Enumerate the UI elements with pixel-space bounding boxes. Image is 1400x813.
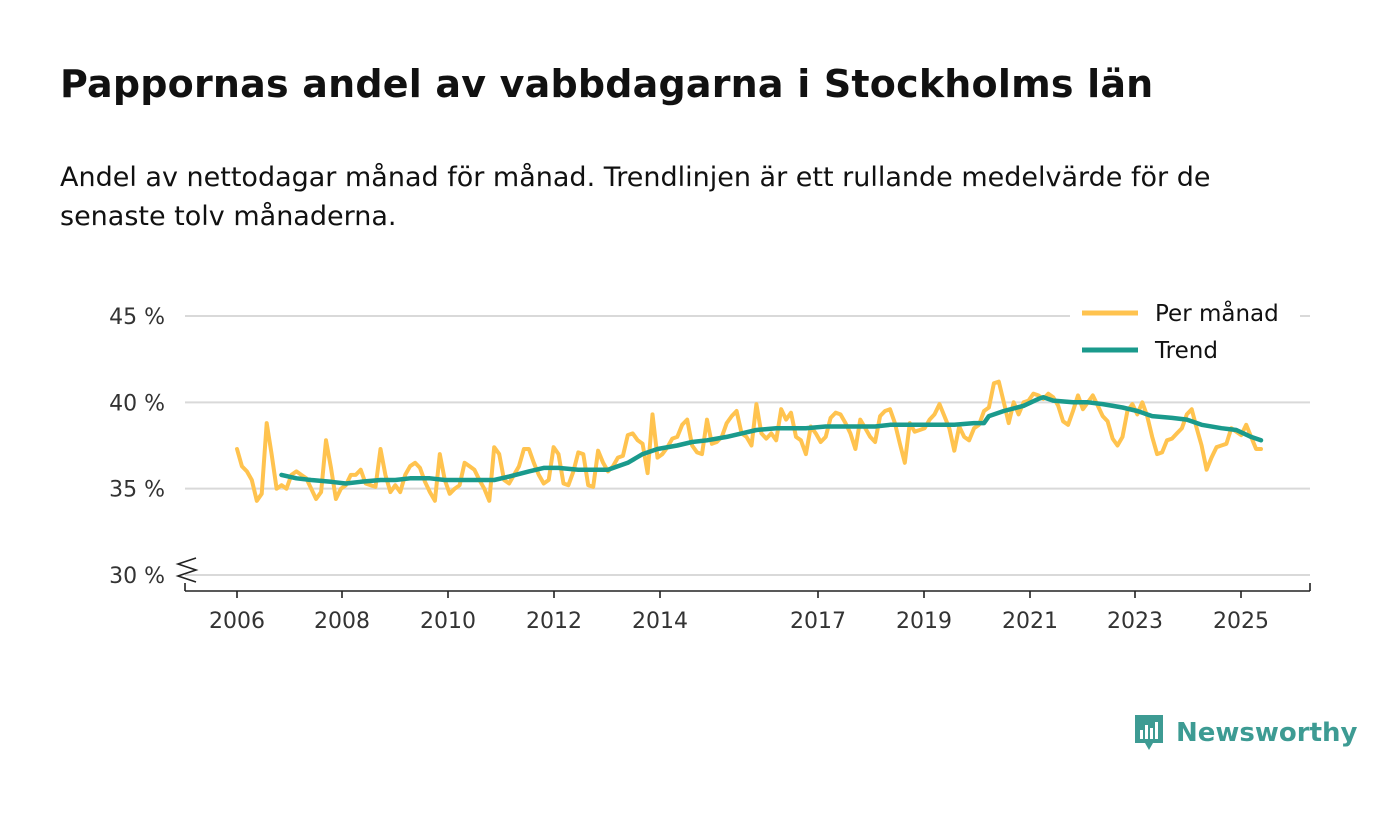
x-tick-label: 2021 (1002, 609, 1058, 634)
y-tick-label: 40 % (109, 391, 165, 416)
page-title: Pappornas andel av vabbdagarna i Stockho… (60, 62, 1154, 106)
x-axis: 2006 2008 2010 2012 2014 2017 2019 2021 2023 2025 (184, 583, 1311, 634)
series-line-trend (279, 394, 1264, 486)
brand-name: Newsworthy (1176, 718, 1358, 748)
x-tick-label: 2012 (526, 609, 582, 634)
series-layer (235, 379, 1264, 503)
newsworthy-logo-icon (1135, 715, 1163, 750)
x-tick-label: 2008 (314, 609, 370, 634)
x-tick-label: 2014 (632, 609, 688, 634)
x-tick-label: 2017 (790, 609, 846, 634)
y-tick-label: 45 % (109, 305, 165, 330)
axis-break-icon (175, 557, 199, 583)
legend-label: Per månad (1155, 299, 1279, 327)
legend-background (1070, 298, 1300, 370)
x-tick-label: 2010 (420, 609, 476, 634)
legend-label: Trend (1154, 338, 1218, 364)
y-tick-label: 35 % (109, 478, 165, 503)
y-tick-label: 30 % (109, 564, 165, 589)
legend: Per månad Trend (1070, 298, 1300, 370)
x-tick-label: 2019 (896, 609, 952, 634)
x-tick-label: 2023 (1107, 609, 1163, 634)
series-line-per-manad (235, 379, 1263, 503)
x-tick-label: 2025 (1213, 609, 1269, 634)
y-axis: 30 % 35 % 40 % 45 % (109, 305, 199, 589)
brand: Newsworthy (1132, 712, 1357, 754)
x-tick-label: 2006 (209, 609, 265, 634)
page-subtitle: Andel av nettodagar månad för månad. Tre… (60, 162, 1211, 232)
